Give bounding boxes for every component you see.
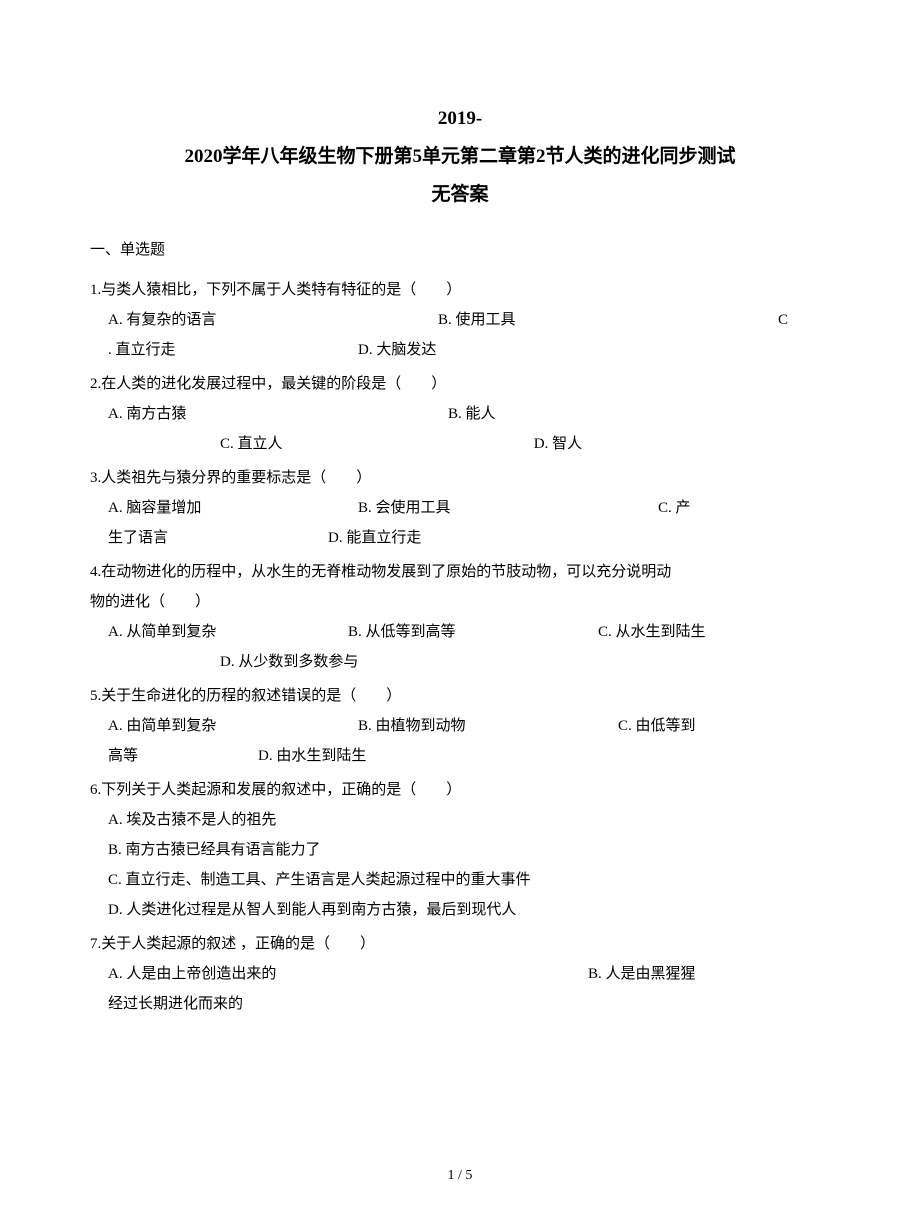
q5-optA: A. 由简单到复杂 bbox=[108, 711, 358, 741]
title-main: 2020学年八年级生物下册第5单元第二章第2节人类的进化同步测试 bbox=[90, 138, 830, 176]
q3-text: 3.人类祖先与猿分界的重要标志是（ ） bbox=[90, 463, 830, 493]
q5-optB: B. 由植物到动物 bbox=[358, 711, 618, 741]
q1-optB: B. 使用工具 bbox=[438, 305, 778, 335]
q2-optD: D. 智人 bbox=[534, 436, 582, 452]
q1-optA: A. 有复杂的语言 bbox=[108, 305, 438, 335]
q1-optC-cont: . 直立行走 bbox=[108, 335, 358, 365]
q7-text: 7.关于人类起源的叙述 ，正确的是（ ） bbox=[90, 929, 830, 959]
question-2: 2.在人类的进化发展过程中，最关键的阶段是（ ） A. 南方古猿 B. 能人 C… bbox=[90, 369, 830, 459]
q4-optA: A. 从简单到复杂 bbox=[108, 617, 348, 647]
q3-optC: C. 产 bbox=[658, 493, 691, 523]
title-year: 2019- bbox=[90, 100, 830, 138]
q2-optC: C. 直立人 bbox=[220, 429, 530, 459]
q6-optB: B. 南方古猿已经具有语言能力了 bbox=[108, 835, 830, 865]
q1-text: 1.与类人猿相比，下列不属于人类特有特征的是（ ） bbox=[90, 275, 830, 305]
question-5: 5.关于生命进化的历程的叙述错误的是（ ） A. 由简单到复杂 B. 由植物到动… bbox=[90, 681, 830, 771]
q2-optB: B. 能人 bbox=[448, 399, 496, 429]
question-7: 7.关于人类起源的叙述 ，正确的是（ ） A. 人是由上帝创造出来的 B. 人是… bbox=[90, 929, 830, 1019]
q3-optB: B. 会使用工具 bbox=[358, 493, 658, 523]
q6-text: 6.下列关于人类起源和发展的叙述中，正确的是（ ） bbox=[90, 775, 830, 805]
q5-text: 5.关于生命进化的历程的叙述错误的是（ ） bbox=[90, 681, 830, 711]
q4-optD: D. 从少数到多数参与 bbox=[220, 654, 358, 670]
q5-optC: C. 由低等到 bbox=[618, 711, 696, 741]
title-sub: 无答案 bbox=[90, 176, 830, 214]
question-1: 1.与类人猿相比，下列不属于人类特有特征的是（ ） A. 有复杂的语言 B. 使… bbox=[90, 275, 830, 365]
q6-optD: D. 人类进化过程是从智人到能人再到南方古猿，最后到现代人 bbox=[108, 895, 830, 925]
question-3: 3.人类祖先与猿分界的重要标志是（ ） A. 脑容量增加 B. 会使用工具 C.… bbox=[90, 463, 830, 553]
page-number: 1 / 5 bbox=[0, 1168, 920, 1184]
q5-optC-cont: 高等 bbox=[108, 741, 258, 771]
q1-optD: D. 大脑发达 bbox=[358, 335, 436, 365]
q7-optB: B. 人是由黑猩猩 bbox=[588, 959, 696, 989]
q6-optC: C. 直立行走、制造工具、产生语言是人类起源过程中的重大事件 bbox=[108, 865, 830, 895]
q2-optA: A. 南方古猿 bbox=[108, 399, 448, 429]
q4-optB: B. 从低等到高等 bbox=[348, 617, 598, 647]
q5-optD: D. 由水生到陆生 bbox=[258, 741, 366, 771]
q1-optC-start: C bbox=[778, 305, 788, 335]
q3-optD: D. 能直立行走 bbox=[328, 523, 421, 553]
q3-optC-cont: 生了语言 bbox=[108, 523, 328, 553]
section-header-1: 一、单选题 bbox=[90, 238, 830, 259]
q7-optA: A. 人是由上帝创造出来的 bbox=[108, 959, 588, 989]
question-6: 6.下列关于人类起源和发展的叙述中，正确的是（ ） A. 埃及古猿不是人的祖先 … bbox=[90, 775, 830, 925]
q4-text1: 4.在动物进化的历程中，从水生的无脊椎动物发展到了原始的节肢动物，可以充分说明动 bbox=[90, 557, 830, 587]
q4-text2: 物的进化（ ） bbox=[90, 587, 830, 617]
q7-optB-cont: 经过长期进化而来的 bbox=[108, 989, 830, 1019]
q2-text: 2.在人类的进化发展过程中，最关键的阶段是（ ） bbox=[90, 369, 830, 399]
q6-optA: A. 埃及古猿不是人的祖先 bbox=[108, 805, 830, 835]
q3-optA: A. 脑容量增加 bbox=[108, 493, 358, 523]
q4-optC: C. 从水生到陆生 bbox=[598, 617, 706, 647]
question-4: 4.在动物进化的历程中，从水生的无脊椎动物发展到了原始的节肢动物，可以充分说明动… bbox=[90, 557, 830, 677]
